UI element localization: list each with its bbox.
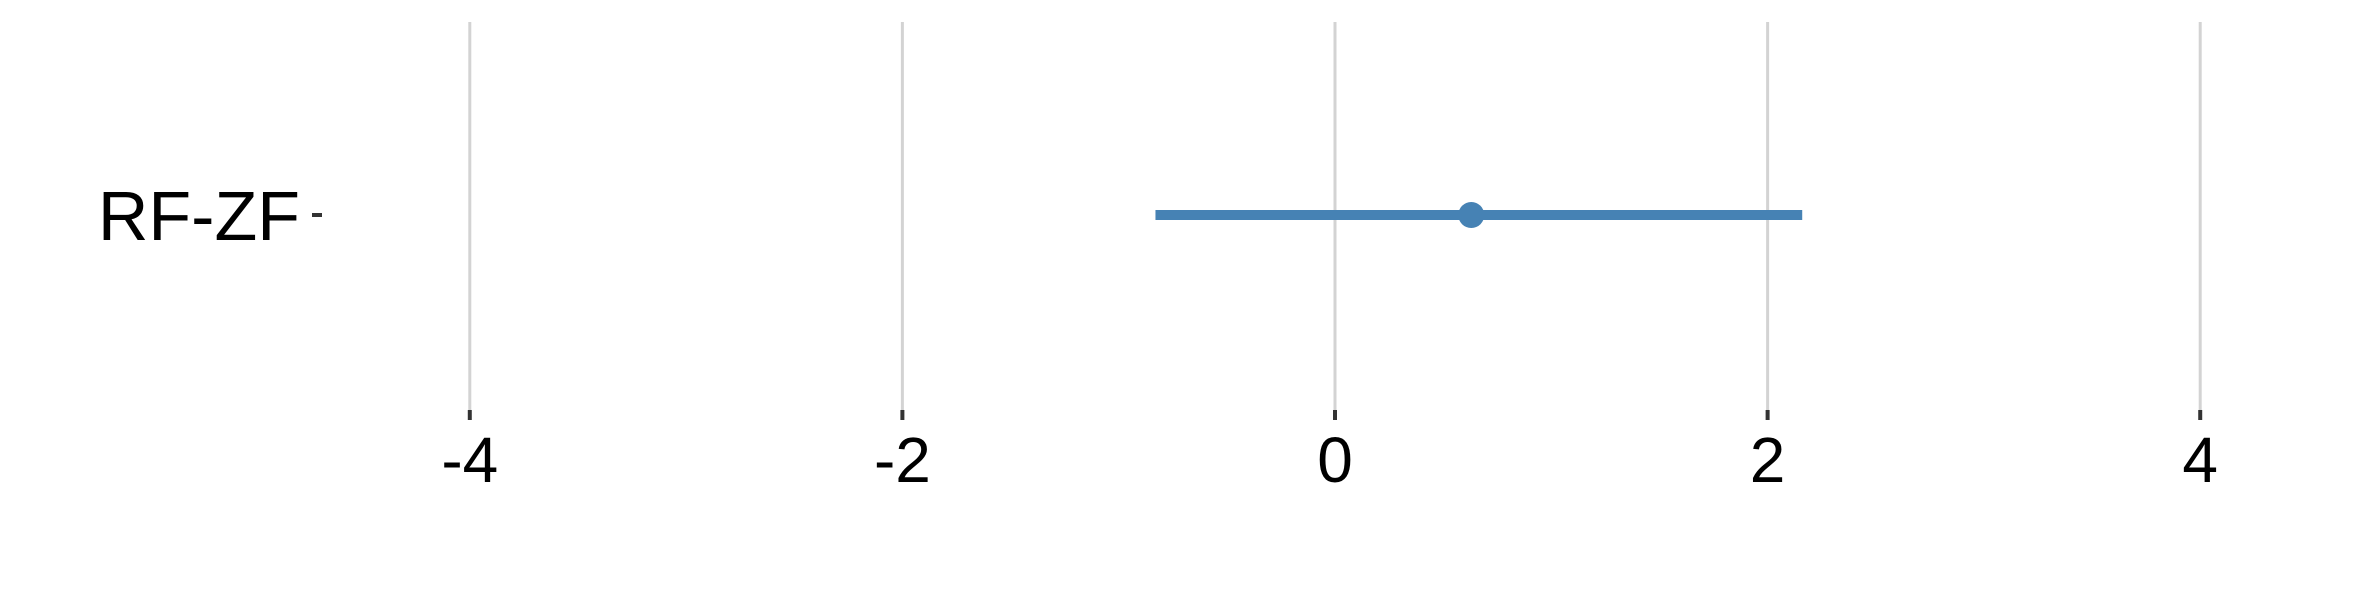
estimate-marks bbox=[1155, 202, 1803, 228]
y-axis-category-labels: RF-ZF bbox=[98, 177, 322, 255]
x-tick-label: 4 bbox=[2182, 424, 2218, 496]
point-estimate bbox=[1458, 202, 1485, 228]
x-tick-label: -2 bbox=[874, 424, 931, 496]
category-label: RF-ZF bbox=[98, 177, 300, 255]
x-axis-ticks bbox=[467, 410, 2203, 420]
x-tick-label: 0 bbox=[1317, 424, 1353, 496]
x-axis-tick-labels: -4 -2 0 2 4 bbox=[441, 424, 2218, 496]
x-tick-label: -4 bbox=[441, 424, 498, 496]
x-tick-label: 2 bbox=[1750, 424, 1786, 496]
